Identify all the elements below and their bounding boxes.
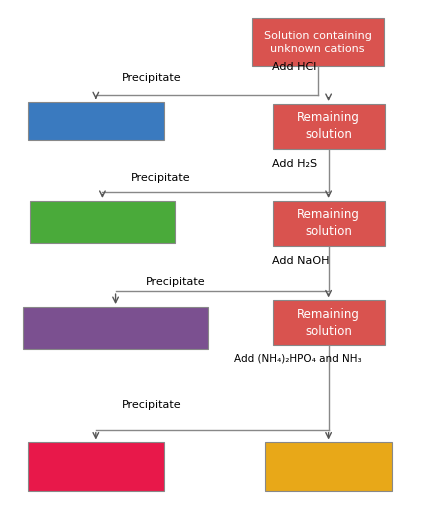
Text: Remaining
solution: Remaining solution (297, 208, 360, 239)
Text: Solution containing
unknown cations: Solution containing unknown cations (264, 31, 372, 54)
Text: Precipitate: Precipitate (122, 400, 182, 409)
Text: Remaining
solution: Remaining solution (297, 111, 360, 142)
Text: Add HCl: Add HCl (271, 62, 316, 72)
FancyBboxPatch shape (273, 104, 385, 149)
FancyBboxPatch shape (273, 301, 385, 345)
Text: Precipitate: Precipitate (146, 277, 206, 287)
Text: Add NaOH: Add NaOH (271, 255, 329, 266)
FancyBboxPatch shape (273, 201, 385, 246)
FancyBboxPatch shape (252, 18, 384, 67)
FancyBboxPatch shape (265, 443, 392, 491)
Text: Precipitate: Precipitate (131, 172, 191, 183)
FancyBboxPatch shape (28, 443, 164, 491)
FancyBboxPatch shape (28, 102, 164, 141)
FancyBboxPatch shape (30, 201, 175, 243)
Text: Precipitate: Precipitate (122, 73, 182, 83)
Text: Remaining
solution: Remaining solution (297, 308, 360, 338)
FancyBboxPatch shape (23, 307, 208, 349)
Text: Add H₂S: Add H₂S (271, 159, 316, 169)
Text: Add (NH₄)₂HPO₄ and NH₃: Add (NH₄)₂HPO₄ and NH₃ (234, 353, 362, 364)
